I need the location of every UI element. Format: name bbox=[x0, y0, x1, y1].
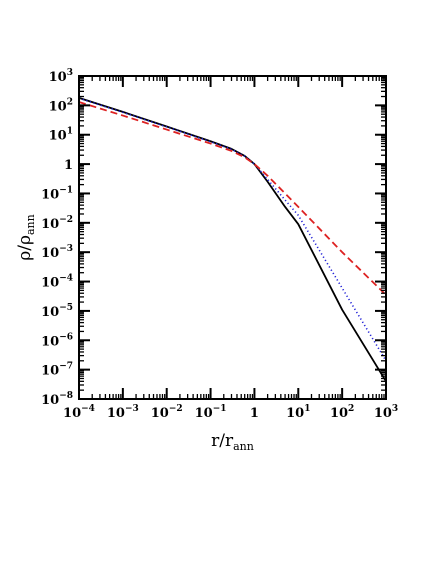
y-tick-labels: 103 102 101 1 10−1 10−2 10−3 10−4 10−5 10−6 10−7 10… bbox=[41, 68, 73, 408]
y-tick-label: 10−1 bbox=[41, 185, 73, 202]
y-tick-label: 103 bbox=[49, 68, 73, 85]
x-tick-label: 102 bbox=[330, 404, 354, 421]
x-tick-label: 1 bbox=[250, 406, 259, 421]
y-tick-label: 10−3 bbox=[41, 244, 73, 261]
y-tick-label: 10−7 bbox=[41, 362, 73, 379]
y-axis-title: ρ/ρann bbox=[15, 214, 37, 260]
major-ticks bbox=[78, 75, 387, 400]
x-tick-label: 101 bbox=[286, 404, 310, 421]
x-tick-label: 10−4 bbox=[63, 404, 95, 421]
x-axis-title: r/rann bbox=[211, 431, 254, 453]
x-axis-title-main: r/r bbox=[211, 431, 234, 451]
x-axis-title-sub: ann bbox=[233, 440, 254, 453]
x-tick-label: 10−3 bbox=[107, 404, 139, 421]
x-tick-label: 10−2 bbox=[151, 404, 183, 421]
y-tick-label: 10−8 bbox=[41, 391, 73, 408]
x-tick-labels: 10−4 10−3 10−2 10−1 1 101 102 103 bbox=[63, 404, 398, 421]
y-axis-title-sub: ann bbox=[24, 214, 37, 235]
series-line-dotted bbox=[78, 97, 387, 362]
y-tick-label: 10−2 bbox=[41, 215, 73, 232]
x-tick-label: 103 bbox=[374, 404, 398, 421]
y-tick-label: 102 bbox=[49, 97, 73, 114]
x-tick-label: 10−1 bbox=[195, 404, 227, 421]
series-line-solid bbox=[78, 97, 387, 382]
series-layer bbox=[78, 97, 387, 382]
minor-ticks bbox=[79, 76, 386, 399]
y-tick-label: 1 bbox=[64, 158, 73, 173]
y-tick-label: 101 bbox=[49, 127, 73, 144]
y-tick-label: 10−4 bbox=[41, 274, 73, 291]
y-axis-title-main: ρ/ρ bbox=[15, 235, 35, 261]
plot-frame bbox=[78, 75, 387, 400]
y-tick-label: 10−6 bbox=[41, 332, 73, 349]
series-line-dashed bbox=[78, 101, 387, 296]
y-tick-label: 10−5 bbox=[41, 303, 73, 320]
